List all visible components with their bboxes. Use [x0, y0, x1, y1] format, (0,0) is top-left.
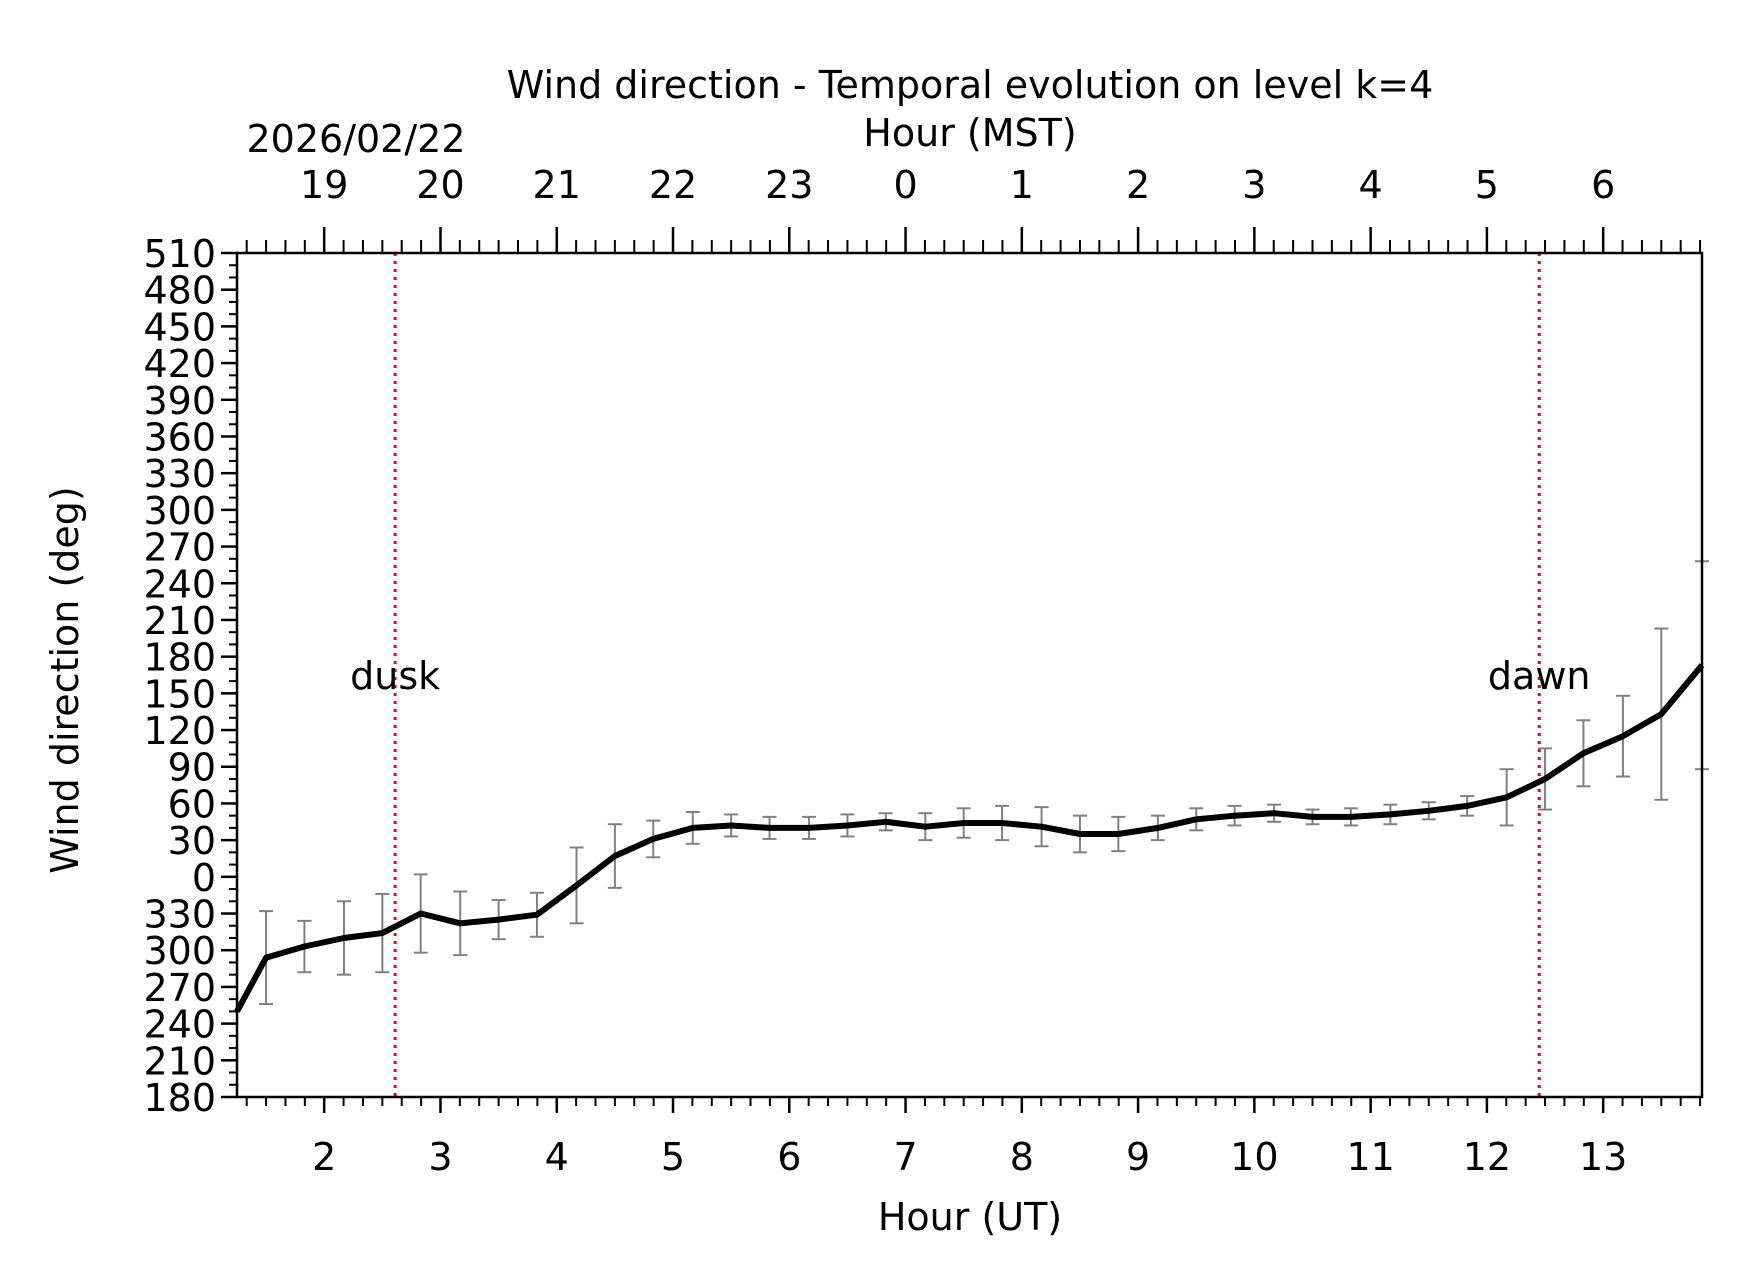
- chart-title: Wind direction - Temporal evolution on l…: [507, 63, 1434, 107]
- top-tick-label: 3: [1242, 163, 1266, 207]
- y-tick-label: 60: [168, 782, 216, 826]
- y-tick-label: 180: [143, 636, 216, 680]
- plot-area: dusk dawn: [234, 253, 1709, 1097]
- y-tick-label: 120: [143, 709, 216, 753]
- y-tick-label: 0: [192, 856, 216, 900]
- wind-direction-line: [234, 663, 1705, 1013]
- y-tick-label: 270: [143, 526, 216, 570]
- x-tick-label: 5: [661, 1135, 685, 1179]
- x-tick-label: 12: [1463, 1135, 1511, 1179]
- y-tick-label: 330: [143, 893, 216, 937]
- y-tick-label: 510: [143, 232, 216, 276]
- dawn-label: dawn: [1488, 654, 1591, 698]
- top-tick-label: 21: [533, 163, 581, 207]
- y-tick-label: 480: [143, 269, 216, 313]
- y-tick-label: 210: [143, 599, 216, 643]
- top-tick-label: 6: [1591, 163, 1615, 207]
- top-tick-label: 23: [765, 163, 813, 207]
- y-tick-label: 300: [143, 929, 216, 973]
- top-tick-label: 1: [1010, 163, 1034, 207]
- x-tick-label: 13: [1579, 1135, 1627, 1179]
- top-tick-label: 19: [300, 163, 348, 207]
- x-tick-label: 6: [777, 1135, 801, 1179]
- y-tick-label: 30: [168, 819, 216, 863]
- x-tick-label: 11: [1346, 1135, 1394, 1179]
- dusk-label: dusk: [350, 654, 440, 698]
- y-tick-label: 270: [143, 966, 216, 1010]
- top-tick-label: 0: [893, 163, 917, 207]
- y-tick-label: 90: [168, 746, 216, 790]
- x-tick-label: 7: [893, 1135, 917, 1179]
- top-tick-label: 4: [1359, 163, 1383, 207]
- top-tick-label: 2: [1126, 163, 1150, 207]
- y-tick-label: 240: [143, 1003, 216, 1047]
- y-tick-label: 180: [143, 1076, 216, 1120]
- y-tick-label: 330: [143, 452, 216, 496]
- y-tick-label: 150: [143, 672, 216, 716]
- y-axis-label: Wind direction (deg): [43, 486, 87, 873]
- y-tick-label: 210: [143, 1039, 216, 1083]
- x-tick-label: 10: [1230, 1135, 1278, 1179]
- x-axis-label: Hour (UT): [878, 1195, 1062, 1239]
- x-axis-ticks: 2 3 4 5 6 7 8 9 10 11 12 13: [245, 1097, 1702, 1179]
- y-tick-label: 450: [143, 305, 216, 349]
- top-tick-label: 22: [649, 163, 697, 207]
- date-label: 2026/02/22: [246, 117, 465, 161]
- x-tick-label: 9: [1126, 1135, 1150, 1179]
- y-tick-label: 360: [143, 415, 216, 459]
- top-axis-ticks: 19 20 21 22 23 0 1 2 3 4 5 6: [245, 163, 1702, 253]
- y-tick-label: 300: [143, 489, 216, 533]
- x-tick-label: 3: [428, 1135, 452, 1179]
- top-tick-label: 20: [416, 163, 464, 207]
- x-tick-label: 8: [1010, 1135, 1034, 1179]
- x-tick-label: 2: [312, 1135, 336, 1179]
- y-tick-label: 420: [143, 342, 216, 386]
- top-tick-label: 5: [1475, 163, 1499, 207]
- x-tick-label: 4: [545, 1135, 569, 1179]
- plot-frame: [235, 251, 1704, 1099]
- y-tick-label: 390: [143, 379, 216, 423]
- top-axis-label: Hour (MST): [863, 111, 1076, 155]
- y-axis-ticks: 1802102402703003300306090120150180210240…: [143, 232, 237, 1120]
- y-tick-label: 240: [143, 562, 216, 606]
